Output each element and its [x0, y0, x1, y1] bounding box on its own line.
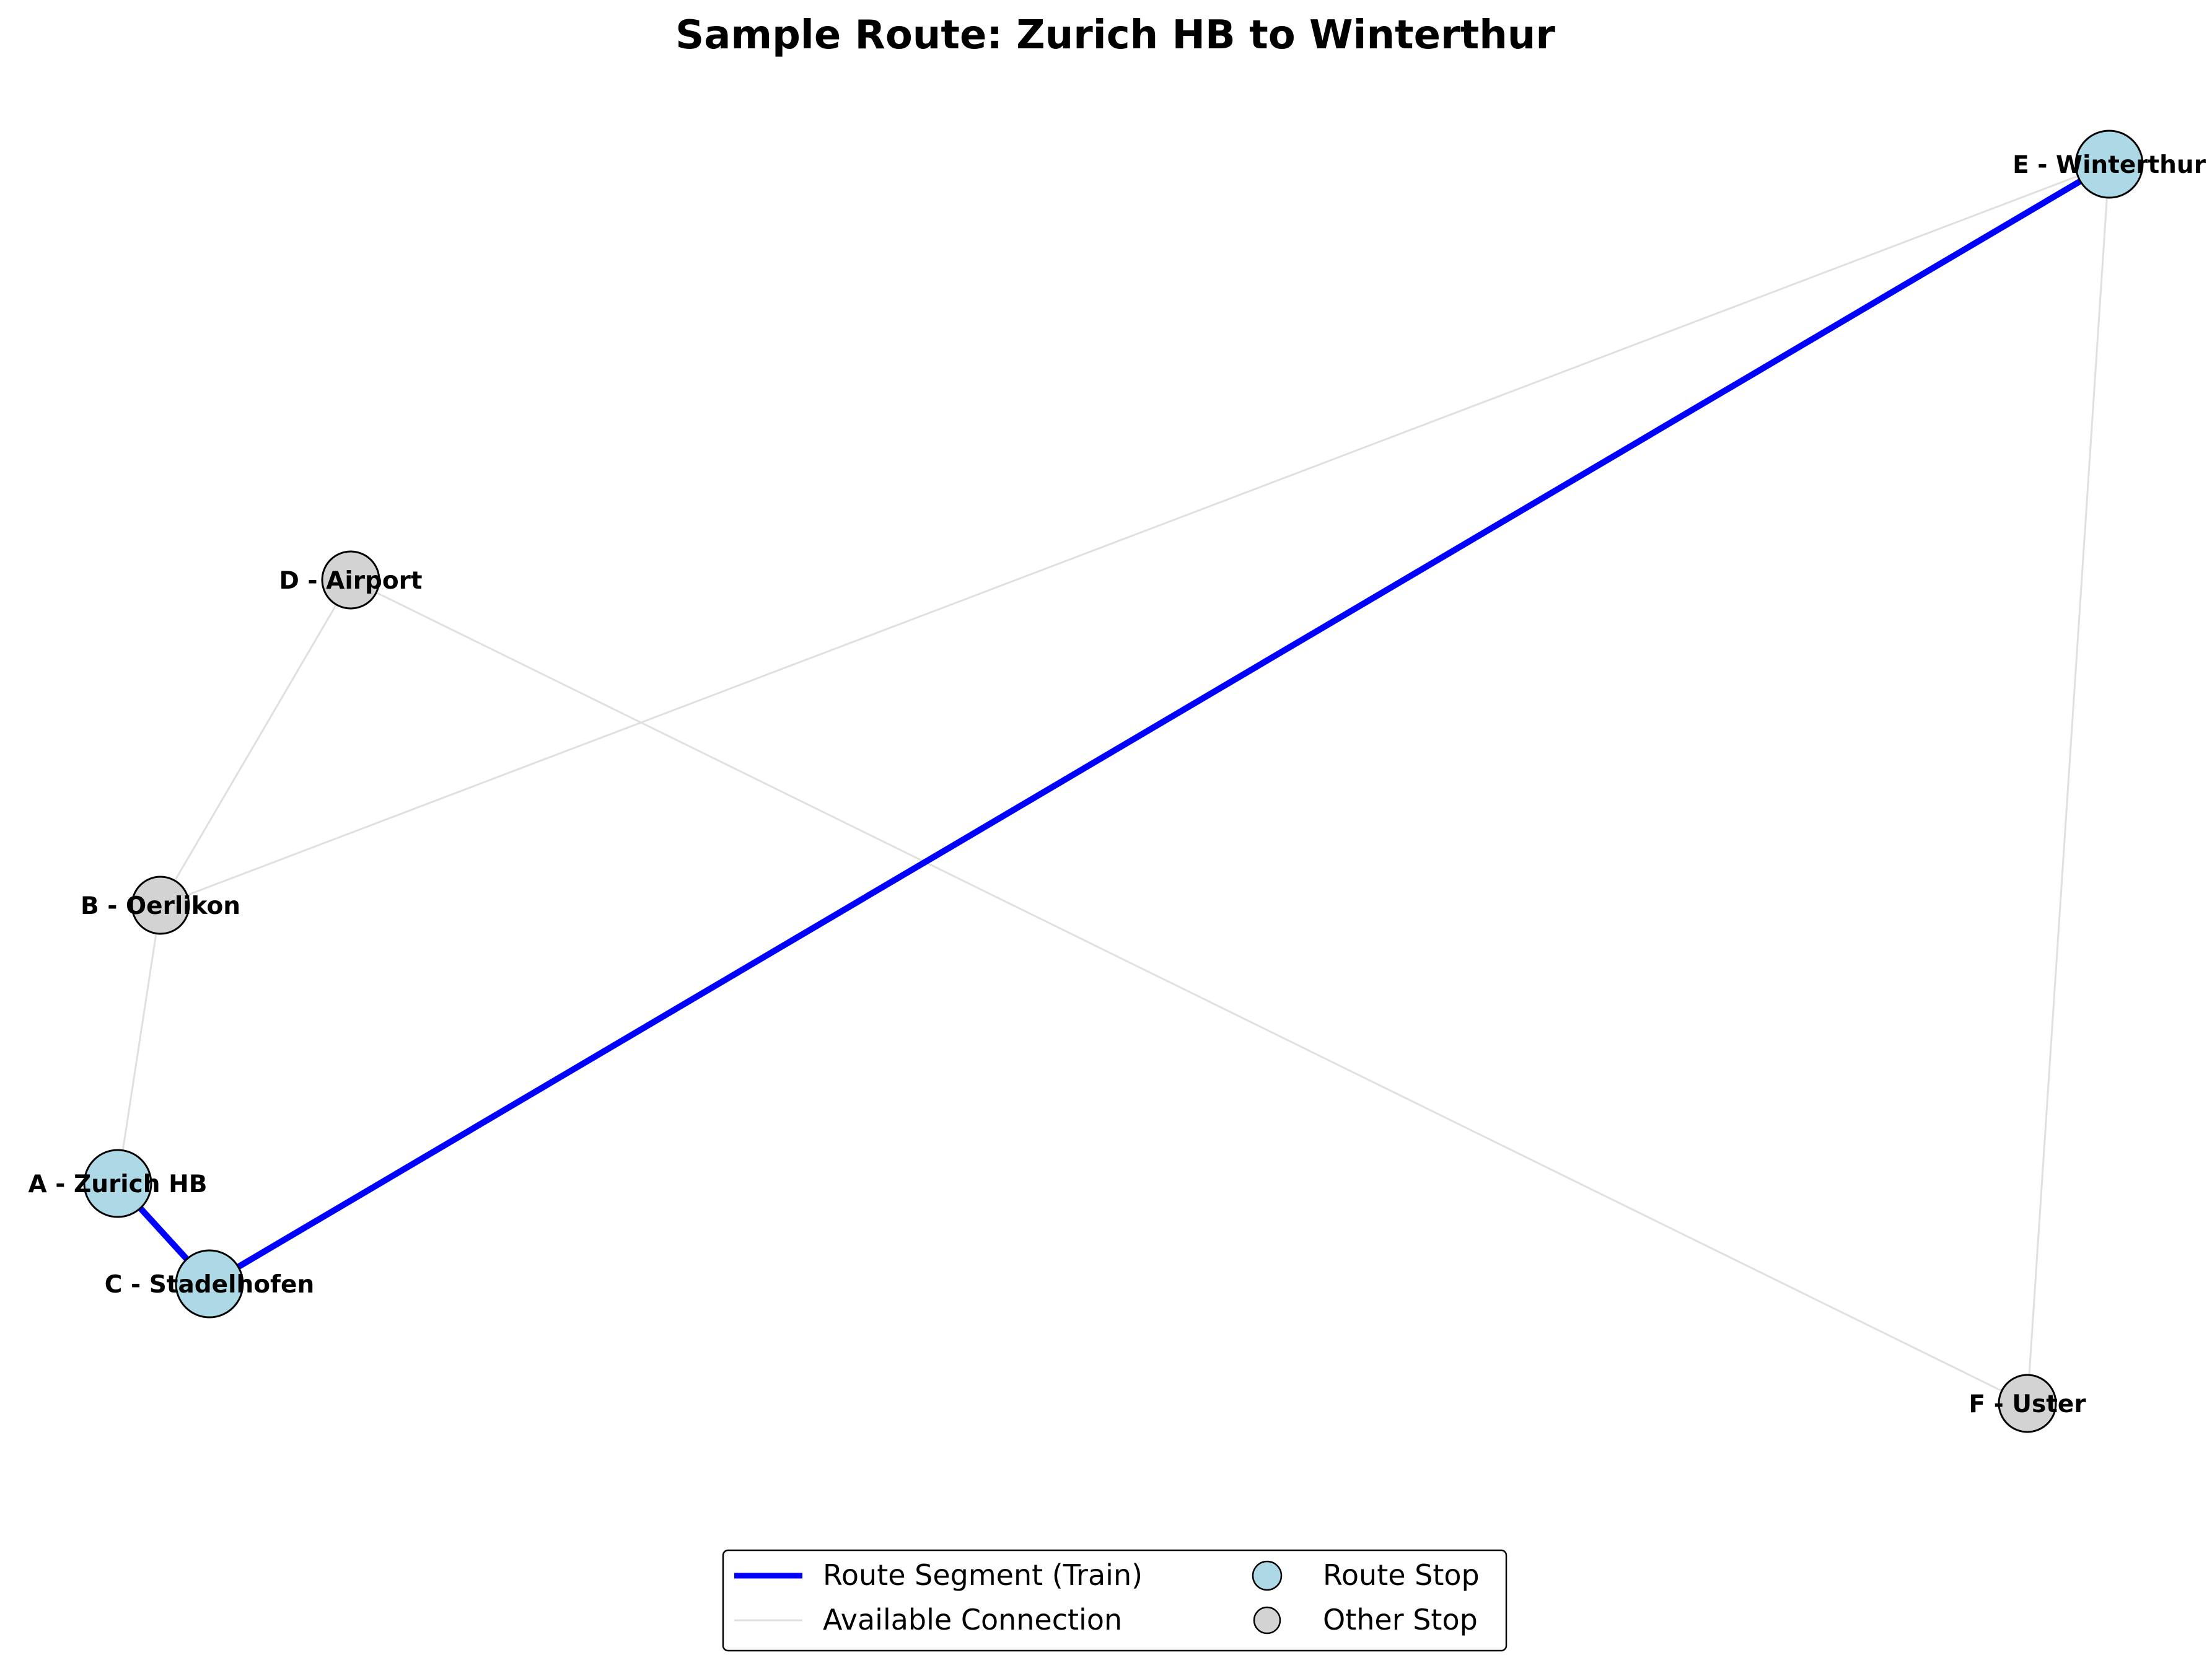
- nodes-layer: [83, 130, 2144, 1433]
- node-label-b: B - Oerlikon: [81, 892, 240, 920]
- node-label-c: C - Stadelhofen: [105, 1271, 315, 1299]
- legend: Route Segment (Train) Available Connecti…: [722, 1549, 1508, 1652]
- diagram-title: Sample Route: Zurich HB to Winterthur: [675, 12, 1555, 58]
- legend-box: [722, 1549, 1508, 1652]
- node-label-f: F - Uster: [1968, 1390, 2086, 1418]
- node-label-e: E - Winterthur: [2012, 151, 2206, 179]
- node-f: [1998, 1374, 2057, 1433]
- legend-route-segment-label: Route Segment (Train): [823, 1558, 1143, 1592]
- node-a: [83, 1149, 152, 1218]
- connection-d-f: [350, 579, 2028, 1405]
- node-label-a: A - Zurich HB: [29, 1170, 208, 1198]
- node-label-d: D - Airport: [279, 567, 422, 595]
- legend-available-connection-label: Available Connection: [823, 1603, 1122, 1636]
- legend-other-stop-swatch: [1253, 1606, 1281, 1635]
- legend-route-stop-label: Route Stop: [1323, 1558, 1480, 1592]
- connection-b-e: [160, 163, 2110, 907]
- labels-layer: A - Zurich HB B - Oerlikon C - Stadelhofen…: [29, 151, 2206, 1418]
- node-c: [175, 1249, 244, 1319]
- route-segment-c-e: [208, 161, 2111, 1287]
- node-e: [2074, 130, 2144, 199]
- connection-a-b: [116, 905, 162, 1184]
- node-b: [131, 876, 190, 935]
- connection-b-d: [159, 579, 352, 906]
- connection-e-f: [2026, 164, 2110, 1404]
- node-d: [321, 550, 380, 610]
- legend-other-stop-label: Other Stop: [1323, 1603, 1478, 1636]
- legend-route-stop-swatch: [1252, 1560, 1283, 1591]
